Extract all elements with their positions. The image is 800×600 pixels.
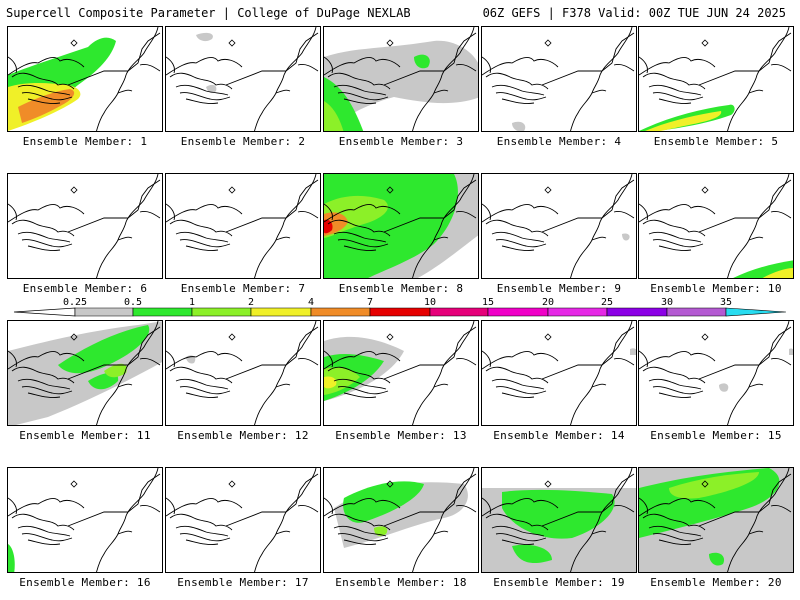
ensemble-member-map — [638, 173, 794, 279]
colorbar-tick-label: 30 — [660, 297, 674, 308]
ensemble-member-label: Ensemble Member: 20 — [650, 576, 782, 589]
map-graphic — [166, 321, 319, 425]
colorbar-tick-label: 4 — [307, 297, 315, 308]
colorbar-segment — [250, 307, 312, 317]
ensemble-member-label: Ensemble Member: 19 — [493, 576, 625, 589]
ensemble-member-map — [165, 320, 321, 426]
map-graphic — [324, 174, 478, 278]
colorbar-segment — [725, 307, 787, 317]
map-title: Supercell Composite Parameter | College … — [6, 6, 411, 20]
ensemble-member-label: Ensemble Member: 14 — [493, 429, 625, 442]
colorbar-segment — [132, 307, 193, 317]
ensemble-member-label: Ensemble Member: 10 — [650, 282, 782, 295]
ensemble-member-map — [481, 320, 637, 426]
ensemble-member-map — [638, 467, 794, 573]
ensemble-member-map — [481, 26, 637, 132]
colorbar-tick-label: 15 — [481, 297, 495, 308]
colorbar-segment — [191, 307, 252, 317]
map-graphic — [482, 27, 635, 131]
ensemble-member-map — [638, 320, 794, 426]
ensemble-member-label: Ensemble Member: 2 — [180, 135, 306, 148]
colorbar-tick-label: 7 — [366, 297, 374, 308]
map-graphic — [324, 468, 477, 572]
map-graphic — [639, 468, 793, 572]
ensemble-member-label: Ensemble Member: 17 — [177, 576, 309, 589]
ensemble-member-label: Ensemble Member: 5 — [653, 135, 779, 148]
ensemble-member-map — [481, 467, 637, 573]
colorbar — [0, 296, 800, 326]
ensemble-member-map — [323, 467, 479, 573]
ensemble-member-map — [323, 26, 479, 132]
ensemble-member-map — [165, 467, 321, 573]
ensemble-member-label: Ensemble Member: 18 — [335, 576, 467, 589]
map-graphic — [166, 27, 319, 131]
run-valid-time: 06Z GEFS | F378 Valid: 00Z TUE JUN 24 20… — [482, 6, 786, 20]
map-graphic — [8, 27, 161, 131]
colorbar-segment — [547, 307, 608, 317]
ensemble-member-map — [638, 26, 794, 132]
ensemble-member-map — [481, 173, 637, 279]
colorbar-tick-label: 10 — [423, 297, 437, 308]
map-graphic — [166, 174, 319, 278]
map-graphic — [8, 468, 161, 572]
ensemble-member-label: Ensemble Member: 13 — [335, 429, 467, 442]
ensemble-member-map — [7, 320, 163, 426]
map-graphic — [482, 321, 636, 425]
colorbar-segment — [606, 307, 668, 317]
ensemble-member-label: Ensemble Member: 16 — [19, 576, 151, 589]
map-graphic — [482, 174, 635, 278]
map-graphic — [8, 321, 162, 425]
ensemble-member-label: Ensemble Member: 7 — [180, 282, 306, 295]
ensemble-member-label: Ensemble Member: 8 — [338, 282, 464, 295]
ensemble-member-label: Ensemble Member: 12 — [177, 429, 309, 442]
ensemble-member-map — [165, 26, 321, 132]
colorbar-tick-label: 0.5 — [123, 297, 143, 308]
ensemble-member-label: Ensemble Member: 6 — [22, 282, 148, 295]
colorbar-tick-label: 35 — [719, 297, 733, 308]
colorbar-segment — [487, 307, 549, 317]
ensemble-member-label: Ensemble Member: 9 — [496, 282, 622, 295]
ensemble-member-map — [7, 26, 163, 132]
colorbar-low-end — [13, 307, 76, 317]
ensemble-member-label: Ensemble Member: 1 — [22, 135, 148, 148]
colorbar-tick-label: 1 — [188, 297, 196, 308]
ensemble-member-map — [323, 320, 479, 426]
ensemble-member-label: Ensemble Member: 15 — [650, 429, 782, 442]
ensemble-member-map — [165, 173, 321, 279]
colorbar-tick-label: 20 — [541, 297, 555, 308]
colorbar-segment — [666, 307, 727, 317]
ensemble-member-map — [7, 173, 163, 279]
map-graphic — [639, 321, 793, 425]
colorbar-segment — [369, 307, 431, 317]
map-graphic — [482, 468, 636, 572]
map-graphic — [324, 27, 478, 131]
colorbar-segment — [74, 307, 134, 317]
colorbar-tick-label: 0.25 — [62, 297, 88, 308]
ensemble-member-label: Ensemble Member: 4 — [496, 135, 622, 148]
map-graphic — [8, 174, 161, 278]
colorbar-graphic — [13, 307, 787, 317]
colorbar-tick-label: 2 — [247, 297, 255, 308]
colorbar-tick-label: 25 — [600, 297, 614, 308]
ensemble-member-label: Ensemble Member: 11 — [19, 429, 151, 442]
colorbar-segment — [310, 307, 371, 317]
ensemble-member-map — [7, 467, 163, 573]
colorbar-segment — [429, 307, 489, 317]
map-graphic — [639, 27, 792, 131]
map-graphic — [639, 174, 793, 278]
ensemble-member-label: Ensemble Member: 3 — [338, 135, 464, 148]
map-graphic — [166, 468, 319, 572]
ensemble-member-map — [323, 173, 479, 279]
map-graphic — [324, 321, 477, 425]
